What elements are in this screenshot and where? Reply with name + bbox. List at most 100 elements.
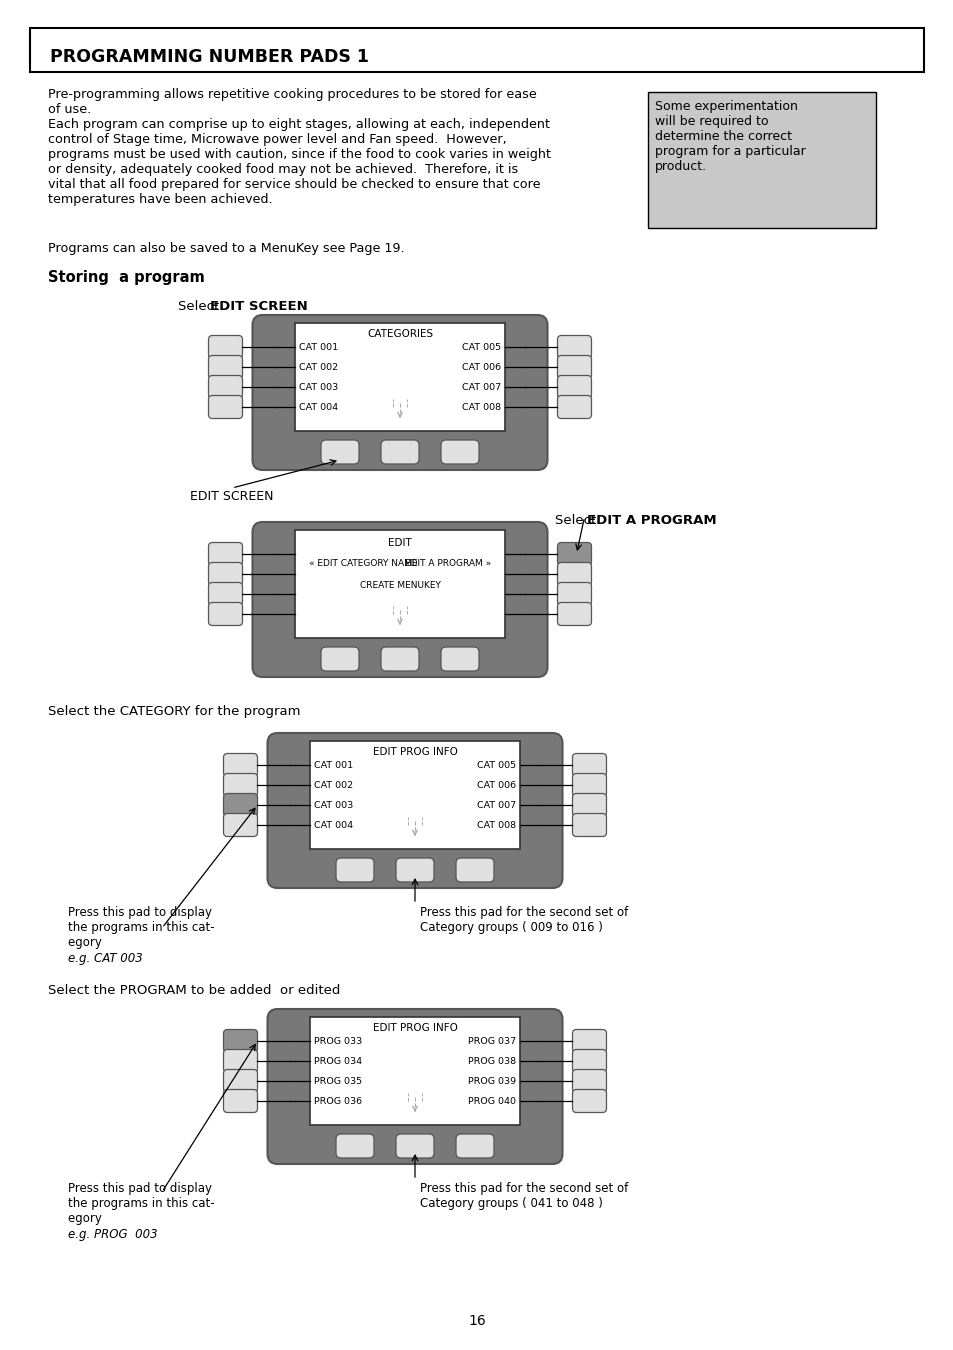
Text: EDIT A PROGRAM »: EDIT A PROGRAM » [404, 559, 491, 568]
FancyBboxPatch shape [557, 543, 591, 566]
Text: e.g. CAT 003: e.g. CAT 003 [68, 952, 143, 965]
FancyBboxPatch shape [320, 440, 358, 464]
Text: CAT 002: CAT 002 [314, 780, 353, 790]
FancyBboxPatch shape [209, 375, 242, 398]
Text: EDIT: EDIT [388, 539, 412, 548]
Text: EDIT PROG INFO: EDIT PROG INFO [373, 747, 456, 757]
FancyBboxPatch shape [209, 563, 242, 586]
FancyBboxPatch shape [380, 647, 418, 671]
Text: EDIT SCREEN: EDIT SCREEN [210, 300, 308, 313]
Text: Select the CATEGORY for the program: Select the CATEGORY for the program [48, 705, 300, 718]
FancyBboxPatch shape [572, 1030, 606, 1053]
FancyBboxPatch shape [557, 336, 591, 359]
Text: Press this pad for the second set of
Category groups ( 009 to 016 ): Press this pad for the second set of Cat… [419, 906, 628, 934]
Text: CAT 003: CAT 003 [314, 801, 353, 810]
FancyBboxPatch shape [223, 814, 257, 837]
Text: CAT 004: CAT 004 [314, 821, 353, 829]
FancyBboxPatch shape [557, 396, 591, 418]
FancyBboxPatch shape [440, 647, 478, 671]
Text: CATEGORIES: CATEGORIES [367, 329, 433, 339]
FancyBboxPatch shape [572, 814, 606, 837]
Text: Storing  a program: Storing a program [48, 270, 205, 285]
Text: PROG 036: PROG 036 [314, 1096, 362, 1106]
Text: EDIT SCREEN: EDIT SCREEN [190, 490, 274, 504]
Text: « EDIT CATEGORY NAME: « EDIT CATEGORY NAME [309, 559, 417, 568]
Text: CAT 008: CAT 008 [476, 821, 516, 829]
Text: CAT 006: CAT 006 [461, 363, 500, 371]
FancyBboxPatch shape [223, 1030, 257, 1053]
Text: PROG 037: PROG 037 [467, 1037, 516, 1045]
Text: CAT 007: CAT 007 [461, 382, 500, 391]
FancyBboxPatch shape [572, 1049, 606, 1072]
Text: CAT 005: CAT 005 [476, 760, 516, 770]
Text: Programs can also be saved to a MenuKey see Page 19.: Programs can also be saved to a MenuKey … [48, 242, 404, 255]
Text: PROG 035: PROG 035 [314, 1076, 362, 1085]
Text: CAT 006: CAT 006 [476, 780, 516, 790]
Text: PROGRAMMING NUMBER PADS 1: PROGRAMMING NUMBER PADS 1 [50, 49, 369, 66]
FancyBboxPatch shape [223, 774, 257, 796]
FancyBboxPatch shape [557, 375, 591, 398]
Text: Select: Select [555, 514, 599, 526]
FancyBboxPatch shape [572, 1069, 606, 1092]
FancyBboxPatch shape [557, 582, 591, 606]
FancyBboxPatch shape [267, 1008, 562, 1164]
FancyBboxPatch shape [223, 1069, 257, 1092]
FancyBboxPatch shape [557, 563, 591, 586]
Text: Press this pad to display
the programs in this cat-
egory: Press this pad to display the programs i… [68, 906, 214, 949]
Text: Press this pad for the second set of
Category groups ( 041 to 048 ): Press this pad for the second set of Cat… [419, 1183, 628, 1210]
FancyBboxPatch shape [209, 602, 242, 625]
Bar [310, 1017, 519, 1125]
FancyBboxPatch shape [557, 602, 591, 625]
FancyBboxPatch shape [267, 733, 562, 888]
Text: Pre-programming allows repetitive cooking procedures to be stored for ease
of us: Pre-programming allows repetitive cookin… [48, 88, 537, 116]
Text: CAT 003: CAT 003 [298, 382, 338, 391]
FancyBboxPatch shape [572, 1089, 606, 1112]
Text: CAT 004: CAT 004 [298, 402, 337, 412]
FancyBboxPatch shape [335, 859, 374, 882]
FancyBboxPatch shape [209, 336, 242, 359]
FancyBboxPatch shape [253, 315, 547, 470]
Bar [30, 28, 923, 72]
Text: PROG 034: PROG 034 [314, 1057, 362, 1065]
Text: e.g. PROG  003: e.g. PROG 003 [68, 1228, 157, 1241]
FancyBboxPatch shape [572, 774, 606, 796]
FancyBboxPatch shape [440, 440, 478, 464]
FancyBboxPatch shape [209, 582, 242, 606]
FancyBboxPatch shape [572, 794, 606, 817]
FancyBboxPatch shape [209, 543, 242, 566]
Text: PROG 040: PROG 040 [468, 1096, 516, 1106]
Text: Some experimentation
will be required to
determine the correct
program for a par: Some experimentation will be required to… [655, 100, 805, 173]
Bar [647, 92, 875, 228]
Text: Each program can comprise up to eight stages, allowing at each, independent
cont: Each program can comprise up to eight st… [48, 117, 551, 207]
FancyBboxPatch shape [209, 396, 242, 418]
Text: PROG 038: PROG 038 [467, 1057, 516, 1065]
FancyBboxPatch shape [253, 522, 547, 676]
Text: CAT 002: CAT 002 [298, 363, 337, 371]
FancyBboxPatch shape [209, 355, 242, 378]
Bar [294, 531, 504, 639]
Text: EDIT PROG INFO: EDIT PROG INFO [373, 1023, 456, 1033]
Text: Select the PROGRAM to be added  or edited: Select the PROGRAM to be added or edited [48, 984, 340, 998]
Text: PROG 039: PROG 039 [467, 1076, 516, 1085]
Text: CAT 008: CAT 008 [461, 402, 500, 412]
FancyBboxPatch shape [572, 753, 606, 776]
Text: PROG 033: PROG 033 [314, 1037, 362, 1045]
FancyBboxPatch shape [456, 859, 494, 882]
Text: CAT 001: CAT 001 [314, 760, 353, 770]
FancyBboxPatch shape [395, 1134, 434, 1158]
Text: CAT 001: CAT 001 [298, 343, 337, 351]
Bar [310, 741, 519, 849]
FancyBboxPatch shape [335, 1134, 374, 1158]
Text: Select: Select [178, 300, 223, 313]
FancyBboxPatch shape [223, 1049, 257, 1072]
Text: CREATE MENUKEY: CREATE MENUKEY [359, 582, 440, 590]
FancyBboxPatch shape [223, 1089, 257, 1112]
FancyBboxPatch shape [395, 859, 434, 882]
FancyBboxPatch shape [223, 753, 257, 776]
Text: CAT 007: CAT 007 [476, 801, 516, 810]
Text: EDIT A PROGRAM: EDIT A PROGRAM [586, 514, 716, 526]
FancyBboxPatch shape [320, 647, 358, 671]
FancyBboxPatch shape [557, 355, 591, 378]
FancyBboxPatch shape [456, 1134, 494, 1158]
Text: Press this pad to display
the programs in this cat-
egory: Press this pad to display the programs i… [68, 1183, 214, 1224]
